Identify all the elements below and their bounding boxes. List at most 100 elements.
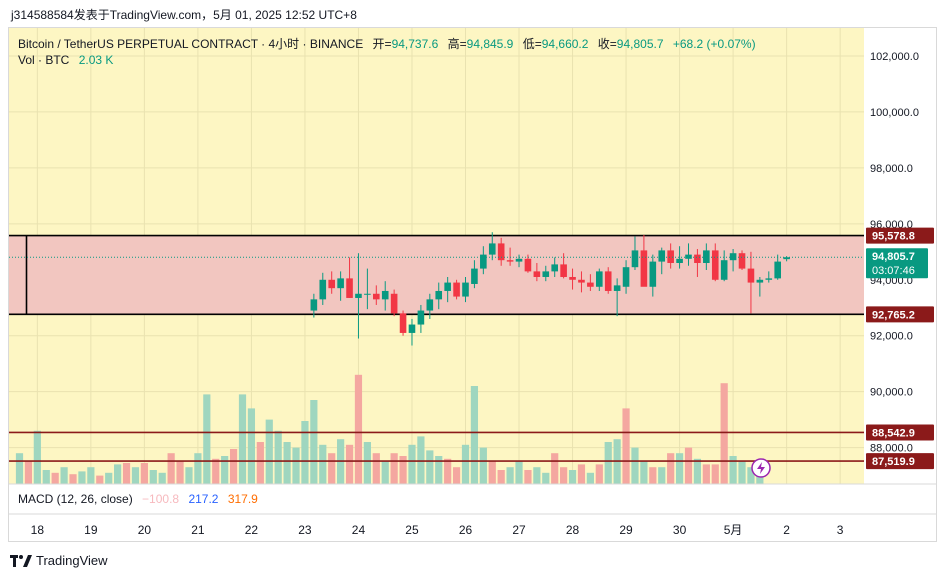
candle-body <box>408 324 416 333</box>
zone-fill <box>9 235 864 315</box>
candle-body <box>694 254 701 263</box>
volume-bar <box>60 467 68 484</box>
candle-body <box>399 313 407 333</box>
time-tick-label: 27 <box>512 523 526 537</box>
volume-bar <box>24 461 33 484</box>
volume-bar <box>105 472 113 484</box>
candle-body <box>444 282 451 291</box>
volume-bar <box>399 456 407 484</box>
candle-body <box>685 254 692 259</box>
volume-bar <box>747 467 755 484</box>
volume-bar <box>256 442 264 484</box>
volume-bar <box>301 421 309 484</box>
tradingview-footer[interactable]: TradingView <box>10 553 108 568</box>
time-tick-label: 23 <box>298 523 312 537</box>
volume-bar <box>319 444 327 484</box>
time-tick-label: 30 <box>673 523 687 537</box>
volume-bar <box>131 467 140 484</box>
high-value: 94,845.9 <box>466 37 514 51</box>
volume-bar <box>444 458 452 484</box>
candle-body <box>596 271 603 287</box>
candlesticks <box>310 232 790 346</box>
level-price-label: 92,765.2 <box>872 309 915 321</box>
last-price-badge-bg <box>866 248 928 279</box>
level-price-label: 87,519.9 <box>872 456 915 468</box>
candle-body <box>720 260 728 280</box>
candle-body <box>328 279 335 289</box>
volume-bar <box>42 470 50 484</box>
volume-bar <box>114 464 122 484</box>
low-label: 低= <box>522 37 542 51</box>
volume-bar <box>488 461 496 484</box>
symbol-title[interactable]: Bitcoin / TetherUS PERPETUAL CONTRACT · … <box>18 37 364 51</box>
time-tick-label: 24 <box>352 523 366 537</box>
candle-body <box>506 260 514 262</box>
volume-bar <box>363 442 371 484</box>
candle-body <box>426 299 434 311</box>
volume-bar <box>542 472 550 484</box>
close-value: 94,805.7 <box>616 37 664 51</box>
volume-bar <box>667 453 675 484</box>
candle-body <box>676 258 683 263</box>
candle-body <box>640 250 648 287</box>
candle-body <box>578 279 585 283</box>
lightning-icon <box>757 462 765 474</box>
candle-body <box>756 279 764 283</box>
macd-value: 217.2 <box>188 492 219 506</box>
macd-label[interactable]: MACD (12, 26, close) <box>18 492 133 506</box>
time-axis[interactable]: 18 19 20 21 22 23 24 25 26 27 28 29 30 5月 2 3 <box>9 483 936 537</box>
volume-bar <box>461 444 470 484</box>
alert-icon[interactable] <box>751 458 771 478</box>
tradingview-brand: TradingView <box>36 553 108 568</box>
volume-bar <box>756 472 764 484</box>
candle-body <box>310 299 318 311</box>
time-tick-label: 22 <box>245 523 259 537</box>
candle-body <box>435 290 443 300</box>
chart-canvas[interactable]: 88,000.090,000.092,000.094,000.096,000.0… <box>9 28 936 541</box>
time-tick-label: 21 <box>191 523 205 537</box>
time-tick-label: 18 <box>31 523 45 537</box>
candle-body <box>711 250 719 280</box>
volume-bar <box>328 453 336 484</box>
countdown-label: 03:07:46 <box>872 265 915 277</box>
volume-bar <box>265 419 273 484</box>
volume-bar <box>479 447 487 484</box>
level-price-label-bg <box>866 227 934 244</box>
candle-body <box>381 290 389 300</box>
candle-body <box>747 268 755 283</box>
volume-bar <box>533 467 541 484</box>
price-axis[interactable]: 88,000.090,000.092,000.094,000.096,000.0… <box>864 28 936 484</box>
volume-bar <box>122 463 131 484</box>
candle-body <box>604 271 612 291</box>
price-tick-label: 92,000.0 <box>870 331 913 343</box>
open-value: 94,737.6 <box>391 37 439 51</box>
candle-body <box>488 243 496 255</box>
volume-bar <box>551 453 559 484</box>
candle-body <box>631 250 639 268</box>
volume-bar <box>354 374 363 484</box>
volume-bar <box>693 458 702 484</box>
level-price-label: 95,578.8 <box>872 231 915 243</box>
volume-bar <box>15 453 24 484</box>
volume-bar <box>167 453 175 484</box>
volume-bar <box>292 447 300 484</box>
price-tick-label: 100,000.0 <box>870 107 919 119</box>
volume-bar <box>720 383 728 484</box>
candle-body <box>355 293 362 298</box>
publish-caption: j314588584发表于TradingView.com，5月 01, 2025… <box>11 8 357 22</box>
volume-bar <box>176 461 184 484</box>
volume-bar <box>283 442 291 484</box>
volume-value: 2.03 K <box>78 53 114 67</box>
volume-bar <box>684 447 693 484</box>
change-value: +68.2 (+0.07%) <box>672 37 756 51</box>
level-price-label-bg <box>866 424 934 441</box>
range-zone <box>9 234 864 316</box>
candle-body <box>658 250 666 262</box>
candle-body <box>346 278 353 298</box>
volume-label[interactable]: Vol · BTC <box>18 53 70 67</box>
volume-bar <box>238 394 247 484</box>
volume-bar <box>595 464 603 484</box>
macd-signal-value: 317.9 <box>227 492 258 506</box>
volume-bar <box>435 456 443 484</box>
level-price-label-bg <box>866 306 934 323</box>
